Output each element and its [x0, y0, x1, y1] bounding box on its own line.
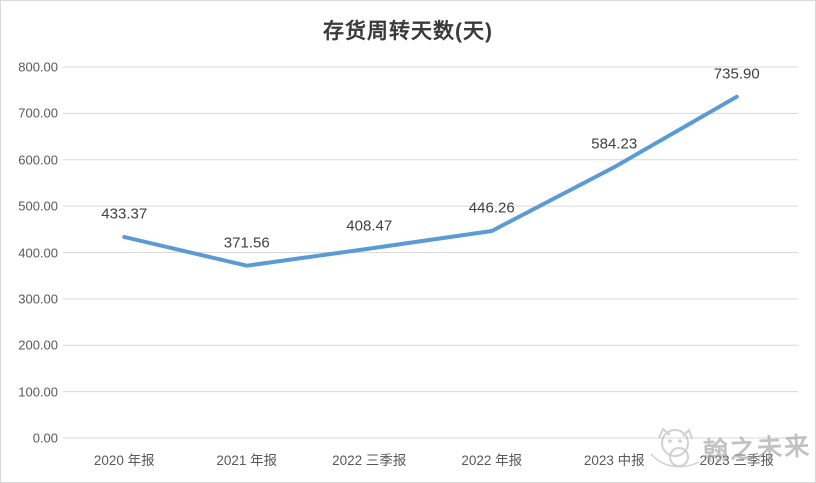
y-axis-tick-label: 200.00	[18, 337, 58, 353]
y-axis-tick-label: 500.00	[18, 198, 58, 214]
y-axis-tick-label: 100.00	[18, 384, 58, 400]
x-axis-category-label: 2020 年报	[93, 453, 155, 468]
data-label: 408.47	[346, 217, 393, 235]
y-axis-tick-label: 0.00	[32, 430, 58, 446]
x-axis-category-label: 2022 年报	[461, 453, 523, 468]
data-label: 433.37	[101, 205, 148, 223]
y-axis-tick-label: 300.00	[18, 291, 58, 307]
x-axis-category-label: 2021 年报	[216, 453, 278, 468]
chart-title: 存货周转天数(天)	[323, 20, 493, 43]
data-label: 371.56	[223, 234, 270, 252]
data-label: 446.26	[468, 199, 515, 217]
x-axis-category-label: 2023 三季报	[699, 453, 774, 468]
data-label: 735.90	[713, 65, 760, 83]
y-axis-tick-label: 800.00	[18, 59, 58, 75]
data-label: 584.23	[591, 135, 638, 153]
y-axis-tick-label: 700.00	[18, 105, 58, 121]
y-axis-tick-label: 400.00	[18, 245, 58, 260]
x-axis-category-label: 2022 三季报	[332, 453, 407, 468]
series-line	[122, 94, 739, 268]
x-axis-category-label: 2023 中报	[583, 453, 645, 468]
y-axis-tick-label: 600.00	[18, 152, 58, 168]
